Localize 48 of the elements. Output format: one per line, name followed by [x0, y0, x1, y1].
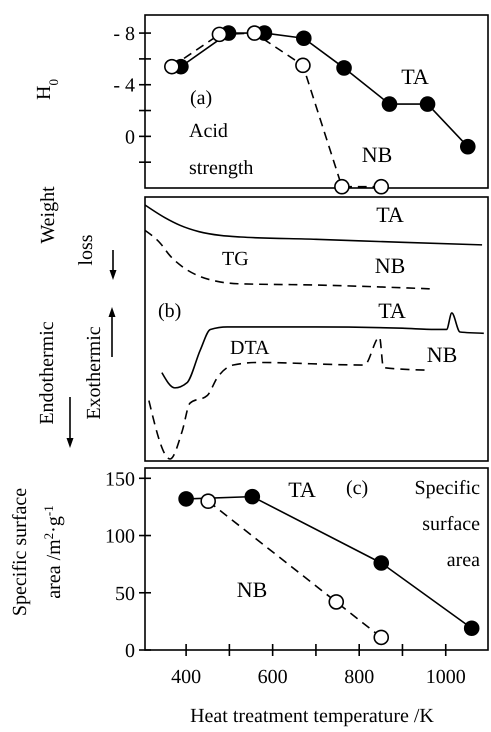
annotation: TG: [222, 248, 249, 270]
text: Endothermic: [36, 321, 58, 425]
y-tick-label: 50: [115, 582, 135, 605]
annotation: (a): [190, 87, 212, 109]
point: [382, 96, 398, 112]
point: [200, 493, 216, 509]
text: Exothermic: [83, 326, 105, 420]
point: [373, 178, 390, 195]
point: [178, 491, 194, 507]
series-label: TA: [401, 64, 429, 89]
x-tick-label: 800: [344, 666, 374, 688]
point: [373, 555, 390, 571]
series-label: TA: [376, 202, 404, 227]
point: [296, 30, 312, 46]
series-label: NB: [236, 577, 268, 602]
series-label: NB: [426, 342, 458, 367]
y-tick-label: 0: [125, 126, 135, 148]
annotation: (c): [346, 477, 368, 499]
y-axis-title: Weight loss: [37, 186, 97, 266]
point: [244, 488, 260, 504]
y-tick-label: 0: [125, 640, 135, 662]
series-label: TA: [378, 298, 406, 323]
x-tick-label: 1000: [426, 666, 466, 688]
x-axis-title: Heat treatment temperature /K: [190, 705, 434, 727]
point: [212, 26, 228, 42]
series-label: NB: [374, 253, 406, 278]
point: [420, 96, 436, 112]
annotation: Specific surface area: [414, 477, 480, 571]
y-tick-label: 150: [105, 468, 135, 490]
annotation: (b): [158, 300, 182, 322]
series-label: TA: [288, 477, 316, 502]
point: [336, 60, 352, 76]
point: [246, 25, 262, 41]
y-tick-label: - 4: [113, 74, 135, 97]
point: [334, 178, 350, 195]
series-label: NB: [362, 142, 392, 167]
annotation: Acid strength: [189, 120, 254, 179]
point: [295, 58, 311, 74]
x-tick-label: 600: [258, 666, 288, 688]
point: [373, 630, 390, 646]
annotation: DTA: [230, 337, 270, 359]
y-tick-label: 100: [105, 526, 135, 548]
x-tick-label: 400: [171, 666, 202, 688]
point: [164, 58, 180, 74]
point: [464, 620, 480, 636]
point: [328, 594, 344, 610]
y-tick-label: - 8: [113, 23, 135, 46]
point: [460, 138, 476, 154]
